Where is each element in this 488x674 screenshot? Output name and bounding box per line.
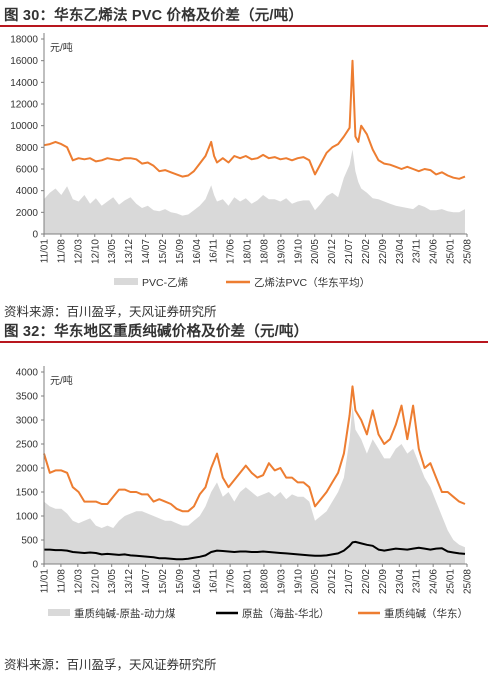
x-tick-label: 13/12: [124, 239, 135, 264]
x-tick-label: 16/11: [209, 569, 220, 594]
x-tick-label: 13/05: [107, 239, 118, 264]
x-tick-label: 12/10: [90, 239, 101, 264]
x-tick-label: 12/10: [90, 569, 101, 594]
legend-label: 重质纯碱-原盐-动力煤: [74, 607, 176, 620]
x-tick-label: 20/05: [310, 569, 321, 594]
x-tick-label: 25/01: [446, 569, 457, 594]
y-tick-label: 6000: [16, 165, 39, 176]
x-tick-label: 18/01: [243, 239, 254, 264]
x-tick-label: 17/06: [226, 239, 237, 264]
x-tick-label: 22/02: [361, 239, 372, 264]
x-tick-label: 12/03: [73, 569, 84, 594]
legend-label: PVC-乙烯: [142, 276, 189, 289]
x-tick-label: 19/03: [276, 239, 287, 264]
x-tick-label: 22/09: [378, 569, 389, 594]
y-tick-label: 3000: [16, 416, 39, 427]
x-tick-label: 15/09: [175, 239, 186, 264]
x-tick-label: 25/01: [446, 239, 457, 264]
x-tick-label: 21/07: [344, 239, 355, 264]
legend-label: 乙烯法PVC（华东平均）: [254, 276, 370, 289]
series-line: [43, 385, 466, 513]
y-tick-label: 1000: [16, 512, 39, 523]
x-tick-label: 19/10: [293, 239, 304, 264]
legend-label: 原盐（海盐-华北）: [242, 607, 330, 620]
x-tick-label: 25/08: [463, 239, 474, 264]
unit-label: 元/吨: [50, 41, 73, 54]
x-tick-label: 19/10: [293, 569, 304, 594]
x-tick-label: 24/06: [429, 569, 440, 594]
x-tick-label: 15/09: [175, 569, 186, 594]
x-tick-label: 20/12: [327, 569, 338, 594]
y-tick-label: 14000: [10, 78, 38, 89]
x-tick-label: 23/11: [412, 569, 423, 594]
x-tick-label: 11/08: [56, 569, 67, 594]
x-tick-label: 11/01: [40, 239, 51, 264]
y-tick-label: 2000: [16, 464, 39, 475]
title-rule: [0, 25, 488, 27]
x-tick-label: 13/12: [124, 569, 135, 594]
y-tick-label: 8000: [16, 143, 39, 154]
x-tick-label: 16/04: [192, 239, 203, 264]
x-tick-label: 17/06: [226, 569, 237, 594]
x-tick-label: 20/12: [327, 239, 338, 264]
x-tick-label: 14/07: [141, 239, 152, 264]
x-tick-label: 18/08: [259, 569, 270, 594]
figure-title: 图 30：华东乙烯法 PVC 价格及价差（元/吨）: [4, 8, 304, 24]
y-tick-label: 4000: [16, 186, 39, 197]
series-area: [44, 149, 465, 234]
y-tick-label: 10000: [10, 121, 38, 132]
x-tick-label: 20/05: [310, 239, 321, 264]
y-tick-label: 3500: [16, 392, 39, 403]
series-area: [44, 405, 465, 564]
title-rule: [0, 341, 488, 343]
unit-label: 元/吨: [50, 374, 73, 387]
x-tick-label: 15/02: [158, 569, 169, 594]
x-tick-label: 22/09: [378, 239, 389, 264]
x-tick-label: 13/05: [107, 569, 118, 594]
source-note: 资料来源：百川盈孚，天风证券研究所: [4, 305, 217, 319]
y-tick-label: 4000: [16, 368, 39, 379]
series-line: [43, 59, 466, 180]
chart-pvc: 元/吨 0 2000 4000 6000 8000 10000 12000 14000 16000…: [10, 33, 474, 289]
y-tick-label: 12000: [10, 100, 38, 111]
chart-soda-ash: 元/吨 0 500 1000 1500 2000 2500 3000 3500 4000 11/01…: [16, 366, 474, 620]
y-tick-label: 1500: [16, 488, 39, 499]
x-tick-label: 25/08: [463, 569, 474, 594]
y-tick-label: 0: [32, 560, 38, 571]
x-tick-label: 23/04: [395, 239, 406, 264]
y-tick-label: 0: [32, 230, 38, 241]
y-tick-label: 18000: [10, 35, 38, 46]
x-tick-label: 19/03: [276, 569, 287, 594]
legend-swatch: [48, 609, 70, 616]
x-tick-label: 18/01: [243, 569, 254, 594]
x-tick-label: 23/11: [412, 239, 423, 264]
x-tick-label: 24/06: [429, 239, 440, 264]
y-tick-label: 2500: [16, 440, 39, 451]
x-tick-label: 14/07: [141, 569, 152, 594]
x-tick-label: 22/02: [361, 569, 372, 594]
x-tick-label: 12/03: [73, 239, 84, 264]
x-tick-label: 21/07: [344, 569, 355, 594]
y-tick-label: 500: [21, 536, 38, 547]
y-tick-label: 16000: [10, 56, 38, 67]
x-tick-label: 15/02: [158, 239, 169, 264]
x-tick-label: 16/11: [209, 239, 220, 264]
series-line: [44, 540, 466, 561]
legend-label: 重质纯碱（华东）: [384, 607, 468, 620]
y-tick-label: 2000: [16, 208, 39, 219]
source-note: 资料来源：百川盈孚，天风证券研究所: [4, 658, 217, 672]
x-tick-label: 11/08: [56, 239, 67, 264]
legend-swatch: [114, 278, 138, 285]
x-tick-label: 11/01: [40, 569, 51, 594]
x-tick-label: 23/04: [395, 569, 406, 594]
x-tick-label: 18/08: [259, 239, 270, 264]
x-tick-label: 16/04: [192, 569, 203, 594]
figure-title: 图 32：华东地区重质纯碱价格及价差（元/吨）: [4, 324, 309, 340]
